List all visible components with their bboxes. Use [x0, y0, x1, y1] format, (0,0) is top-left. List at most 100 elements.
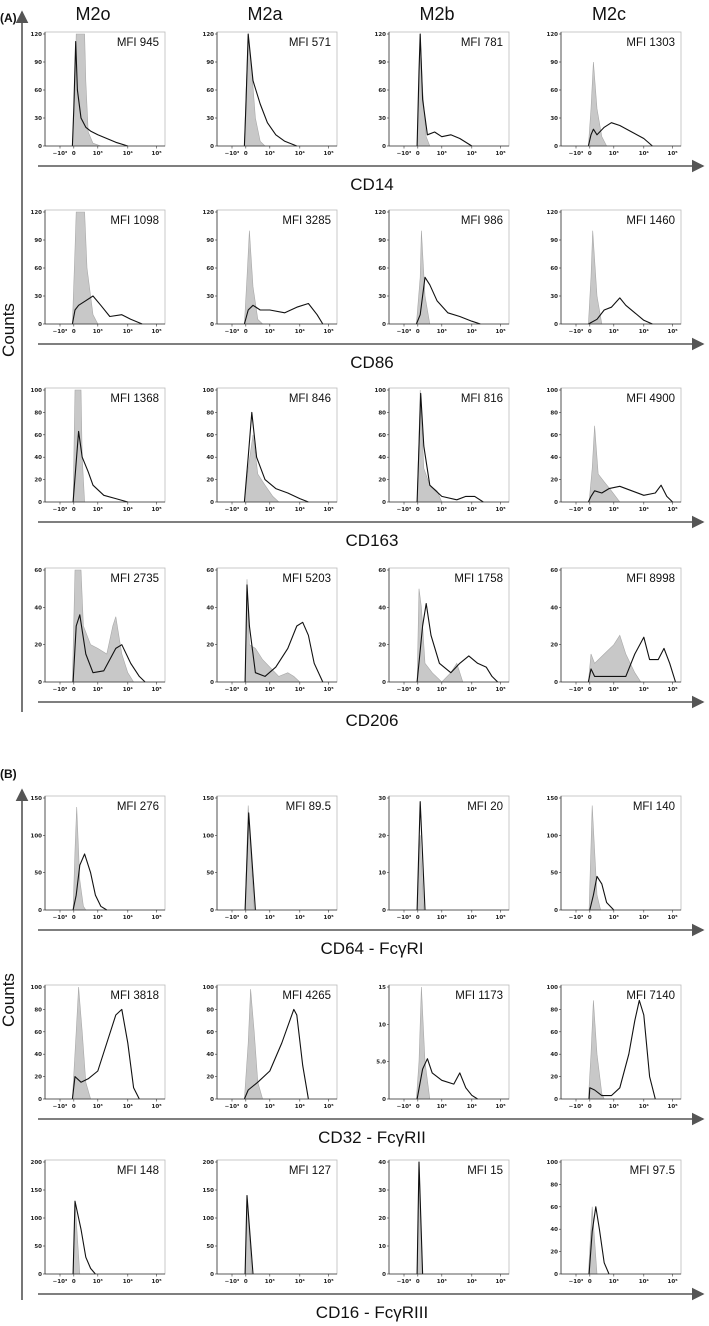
histogram-plot: 0 30 60 90 120 −10³ 0 10³ 10⁴ 10⁵ MFI 1098 [31, 209, 166, 335]
x-tick-label: 10⁵ [496, 150, 507, 157]
x-tick-label: 10³ [93, 150, 104, 157]
y-tick-label: 30 [206, 294, 214, 300]
histogram-plot: 0 50 100 150 200 −10³ 0 10³ 10⁴ 10⁵ MFI 127 [203, 1159, 338, 1285]
stained-histogram [416, 1058, 478, 1100]
x-tick-label: −10³ [569, 150, 584, 157]
stained-histogram [72, 614, 146, 683]
x-tick-label: −10³ [225, 686, 240, 693]
y-tick-label: 0 [554, 1272, 558, 1278]
y-tick-label: 60 [34, 433, 42, 439]
y-tick-label: 80 [550, 1182, 558, 1188]
stained-histogram [71, 295, 143, 325]
x-tick-label: 10³ [265, 506, 276, 513]
x-tick-label: 10⁴ [123, 1103, 134, 1110]
x-tick-label: 10⁵ [324, 686, 335, 693]
x-tick-label: 10⁴ [123, 328, 134, 335]
x-tick-label: −10³ [53, 328, 68, 335]
x-tick-label: −10³ [53, 150, 68, 157]
x-tick-label: 10³ [437, 914, 448, 921]
x-tick-label: 10³ [93, 506, 104, 513]
stained-histogram [588, 297, 653, 325]
y-tick-label: 0 [38, 1097, 42, 1103]
plot-frame [560, 795, 682, 911]
histogram-plot: 0 50 100 150 −10³ 0 10³ 10⁴ 10⁵ MFI 89.5 [203, 795, 338, 921]
x-tick-label: 10⁴ [639, 506, 650, 513]
y-tick-label: 60 [550, 88, 558, 94]
x-tick-label: −10³ [569, 328, 584, 335]
y-tick-label: 0 [210, 322, 214, 328]
y-tick-label: 0 [554, 680, 558, 686]
x-tick-label: 10⁴ [123, 150, 134, 157]
x-tick-label: 10⁵ [668, 914, 679, 921]
x-tick-label: 10⁵ [496, 1103, 507, 1110]
y-tick-label: 0 [38, 680, 42, 686]
x-tick-label: −10³ [53, 914, 68, 921]
x-tick-label: 10³ [93, 1103, 104, 1110]
y-tick-label: 50 [34, 871, 42, 877]
x-tick-label: 10⁵ [496, 506, 507, 513]
y-tick-label: 20 [378, 643, 386, 649]
x-tick-label: 10⁵ [324, 150, 335, 157]
plot-frame [388, 31, 510, 147]
mfi-label: MFI 4265 [282, 990, 331, 1002]
x-tick-label: 0 [244, 1104, 248, 1110]
plot-frame [44, 1159, 166, 1275]
stained-histogram [415, 276, 481, 325]
x-tick-label: −10³ [53, 506, 68, 513]
y-tick-label: 10 [378, 1244, 386, 1250]
histogram-plot: 0 10 20 30 −10³ 0 10³ 10⁴ 10⁵ MFI 20 [378, 795, 510, 921]
x-tick-label: 10⁴ [123, 1278, 134, 1285]
x-tick-label: −10³ [225, 506, 240, 513]
column-header-m2c: M2c [592, 4, 626, 24]
marker-label: CD206 [346, 711, 399, 730]
x-tick-label: 10⁴ [467, 328, 478, 335]
y-tick-label: 100 [203, 833, 215, 839]
stained-histogram [416, 801, 426, 911]
x-tick-label: 10⁴ [639, 914, 650, 921]
x-tick-label: 10⁵ [324, 506, 335, 513]
stained-histogram [588, 999, 656, 1100]
panel-label: (A) [0, 11, 17, 25]
x-tick-label: 10⁵ [152, 150, 163, 157]
x-tick-label: 10³ [93, 686, 104, 693]
x-tick-label: 0 [588, 687, 592, 693]
mfi-label: MFI 945 [117, 37, 159, 49]
x-tick-label: −10³ [53, 686, 68, 693]
y-tick-label: 0 [210, 144, 214, 150]
plot-frame [44, 387, 166, 503]
x-tick-label: 0 [416, 687, 420, 693]
x-tick-label: 10⁵ [152, 328, 163, 335]
y-tick-label: 0 [554, 500, 558, 506]
x-tick-label: 0 [244, 1279, 248, 1285]
histogram-plot: 0 20 40 60 −10³ 0 10³ 10⁴ 10⁵ MFI 1758 [378, 567, 510, 693]
plot-frame [560, 31, 682, 147]
x-tick-label: 10⁴ [639, 1278, 650, 1285]
y-tick-label: 30 [206, 116, 214, 122]
histogram-plot: 0 20 40 60 −10³ 0 10³ 10⁴ 10⁵ MFI 5203 [206, 567, 338, 693]
x-tick-label: −10³ [569, 1103, 584, 1110]
x-tick-label: 10⁴ [123, 506, 134, 513]
histogram-plot: 0 20 40 60 80 100 −10³ 0 10³ 10⁴ 10⁵ MFI 97.5 [547, 1159, 682, 1285]
y-tick-label: 40 [34, 605, 42, 611]
y-tick-label: 50 [206, 871, 214, 877]
y-axis-label: Counts [0, 973, 18, 1027]
isotype-histogram [416, 588, 464, 683]
x-tick-label: 10³ [609, 506, 620, 513]
x-tick-label: 10⁵ [152, 914, 163, 921]
y-tick-label: 0 [554, 322, 558, 328]
isotype-histogram [244, 434, 280, 503]
y-tick-label: 40 [34, 1052, 42, 1058]
y-tick-label: 0 [210, 1272, 214, 1278]
x-tick-label: 10⁵ [496, 914, 507, 921]
histogram-plot: 0 30 60 90 120 −10³ 0 10³ 10⁴ 10⁵ MFI 781 [375, 31, 510, 157]
y-tick-label: 30 [550, 116, 558, 122]
x-tick-label: 10⁴ [123, 914, 134, 921]
x-tick-label: 10⁵ [324, 1278, 335, 1285]
y-tick-label: 5.0 [376, 1060, 386, 1066]
histogram-plot: 0 50 100 150 200 −10³ 0 10³ 10⁴ 10⁵ MFI 148 [31, 1159, 166, 1285]
y-tick-label: 60 [206, 88, 214, 94]
stained-histogram [243, 1008, 309, 1100]
y-tick-label: 120 [203, 210, 215, 216]
stained-histogram [244, 584, 324, 683]
y-tick-label: 60 [378, 568, 386, 574]
